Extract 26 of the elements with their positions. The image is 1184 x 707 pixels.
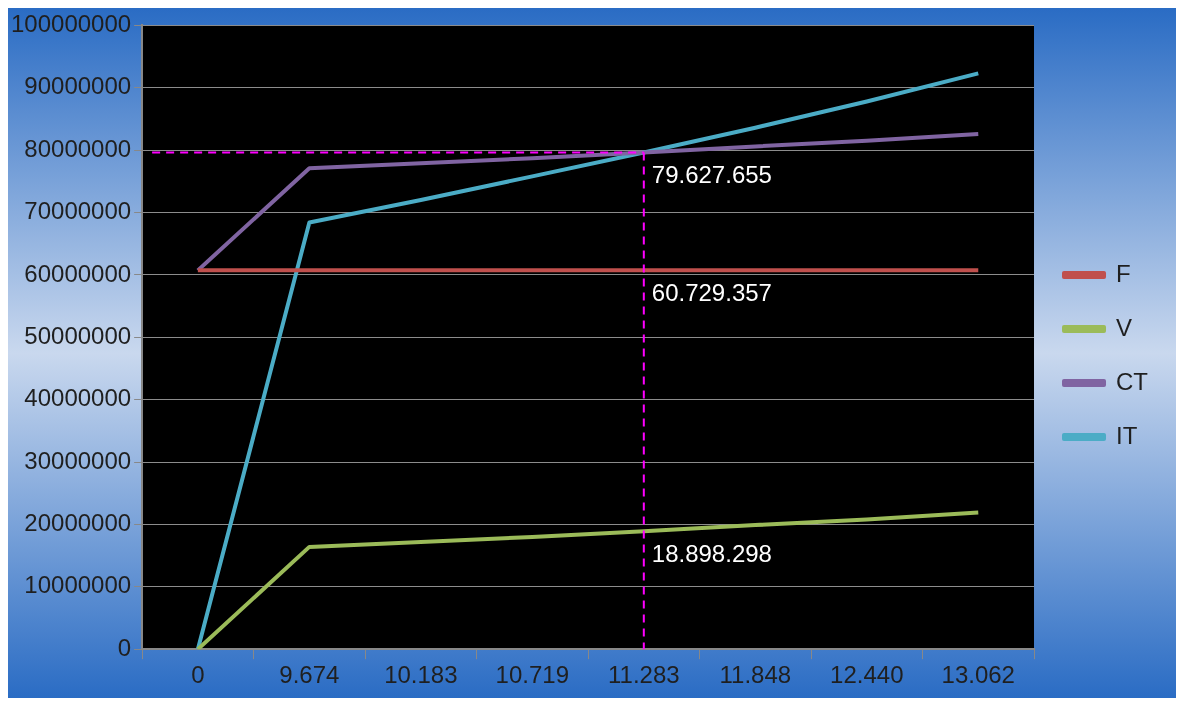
x-tick-label: 13.062 [941, 661, 1015, 689]
y-tick-label: 20000000 [24, 509, 132, 537]
x-tick-label: 10.183 [384, 661, 458, 689]
x-tick-label: 11.848 [719, 661, 792, 689]
x-tick-label: 11.283 [608, 661, 680, 689]
y-tick-label: 80000000 [24, 134, 132, 162]
y-tick-label: 30000000 [24, 446, 132, 474]
x-tick-label: 9.674 [279, 661, 340, 689]
annotation: 79.627.655 [651, 161, 772, 189]
y-tick-label: 70000000 [24, 197, 132, 225]
y-tick-label: 50000000 [24, 321, 132, 349]
y-tick-label: 40000000 [24, 384, 132, 412]
x-tick-label: 10.719 [495, 661, 570, 689]
x-tick-label: 12.440 [830, 661, 904, 689]
legend-label: V [1116, 313, 1133, 341]
y-tick-label: 90000000 [24, 72, 132, 100]
x-tick-label: 0 [191, 661, 205, 689]
y-tick-label: 60000000 [24, 259, 132, 287]
y-tick-label: 100000000 [10, 10, 132, 38]
legend-label: IT [1116, 421, 1138, 449]
y-tick-label: 0 [117, 633, 132, 661]
legend-label: F [1116, 259, 1131, 287]
annotation: 60.729.357 [651, 279, 772, 306]
legend-label: CT [1116, 367, 1149, 395]
annotation: 18.898.298 [651, 539, 772, 567]
y-tick-label: 10000000 [24, 571, 132, 599]
